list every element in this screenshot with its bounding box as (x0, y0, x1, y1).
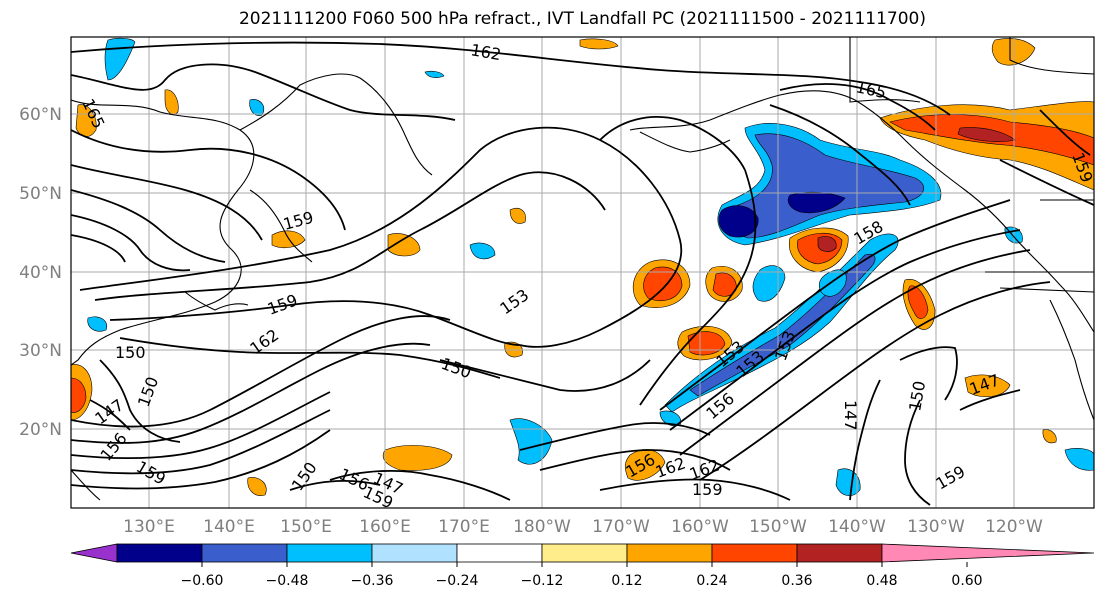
colorbar-swatch (456, 543, 543, 563)
positive-anomaly-region (964, 374, 1011, 398)
lon-label: 120°W (985, 517, 1043, 537)
colorbar-swatch (711, 543, 798, 563)
negative-anomaly-region (1064, 448, 1094, 471)
colorbar-extend-min (70, 543, 118, 563)
colorbar-tick-label: 0.48 (866, 573, 897, 589)
negative-anomaly-region (835, 468, 861, 497)
positive-anomaly-region (817, 236, 837, 252)
negative-anomaly-region (718, 205, 759, 238)
colorbar-tick-label: −0.36 (351, 573, 394, 589)
colorbar-tick-label: −0.24 (436, 573, 479, 589)
gridlines (71, 37, 1094, 508)
lon-label: 170°W (592, 517, 650, 537)
coastlines (71, 37, 1094, 501)
colorbar-swatch (371, 543, 458, 563)
colorbar-tick-label: −0.12 (521, 573, 564, 589)
positive-anomaly-region (907, 285, 929, 319)
contour-label: 147 (841, 400, 860, 431)
colorbar-swatch (541, 543, 628, 563)
colorbar-extend-max (881, 543, 1095, 563)
positive-anomaly-region (579, 38, 619, 50)
lat-label: 50°N (19, 184, 62, 204)
lat-label: 20°N (19, 420, 62, 440)
colorbar-swatch (286, 543, 373, 563)
negative-anomaly-region (87, 316, 108, 332)
positive-anomaly-region (957, 127, 1016, 142)
positive-anomaly-region (387, 233, 421, 257)
colorbar-swatch (201, 543, 288, 563)
lon-label: 160°E (359, 517, 411, 537)
contour-label: 150 (115, 343, 146, 362)
lon-label: 160°W (671, 517, 729, 537)
lon-label: 180°W (513, 517, 571, 537)
positive-anomaly-region (1042, 429, 1057, 444)
positive-anomaly-region (75, 104, 97, 137)
lon-label: 140°W (828, 517, 886, 537)
lon-label: 150°E (280, 517, 332, 537)
colorbar-tick-label: 0.12 (611, 573, 642, 589)
colorbar-tick-label: −0.48 (266, 573, 309, 589)
colorbar (70, 543, 1095, 563)
lon-label: 150°W (749, 517, 807, 537)
negative-anomaly-region (249, 99, 265, 116)
colorbar-tick-label: 0.60 (951, 573, 982, 589)
map-title: 2021111200 F060 500 hPa refract., IVT La… (238, 9, 926, 29)
lat-label: 40°N (19, 263, 62, 283)
positive-anomaly-region (71, 377, 87, 413)
colorbar-swatch (116, 543, 203, 563)
positive-anomaly-region (687, 331, 726, 356)
colorbar-swatch (626, 543, 713, 563)
negative-anomaly-region (424, 70, 445, 78)
contour-label: 159 (692, 480, 723, 499)
negative-anomaly-region (469, 242, 496, 260)
negative-anomaly-region (787, 191, 846, 214)
lon-label: 130°W (907, 517, 965, 537)
positive-anomaly-region (509, 208, 526, 224)
height-contours (71, 41, 1094, 506)
lon-label: 140°E (203, 517, 255, 537)
contour-label-group: 162 165 165 159 159 162 153 150 150 150 … (78, 40, 1096, 512)
lat-label: 60°N (19, 105, 62, 125)
positive-anomaly-region (164, 89, 179, 115)
map-panel (71, 37, 1094, 508)
lon-label: 170°E (438, 517, 490, 537)
negative-anomaly-region (729, 133, 924, 239)
shaded-anomalies (71, 37, 1094, 497)
lat-label: 30°N (19, 341, 62, 361)
colorbar-tick-label: 0.36 (781, 573, 812, 589)
lon-label: 130°E (123, 517, 175, 537)
colorbar-tick-label: 0.24 (696, 573, 727, 589)
colorbar-swatch (796, 543, 883, 563)
negative-anomaly-region (752, 265, 786, 302)
colorbar-tick-label: −0.60 (181, 573, 224, 589)
map-frame (70, 36, 1095, 509)
positive-anomaly-region (247, 477, 267, 496)
